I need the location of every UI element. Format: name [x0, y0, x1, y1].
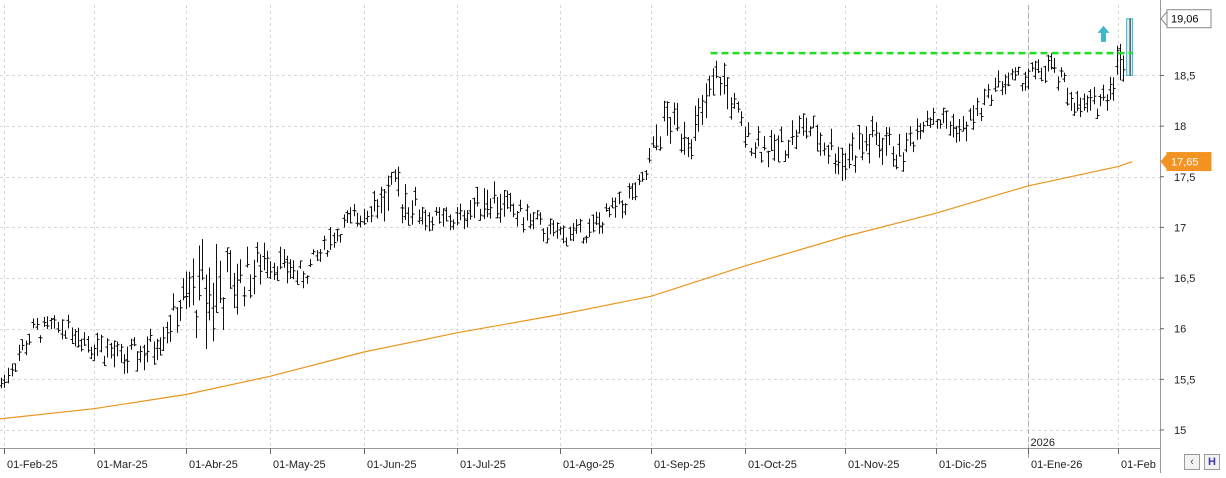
moving-average-line [0, 161, 1133, 420]
y-tick-label: 16,5 [1174, 273, 1195, 285]
last-price-label: 19,06 [1171, 14, 1199, 26]
breakout-arrow-up [1097, 25, 1110, 42]
ma-value-label-box [1166, 152, 1212, 172]
year-label: 2026 [1031, 437, 1055, 449]
scroll-right-button[interactable]: H [1204, 454, 1220, 470]
last-price-label-pointer [1160, 10, 1168, 28]
y-tick-label: 17,5 [1174, 172, 1195, 184]
ma-value-label-pointer [1160, 153, 1168, 170]
x-tick-label: 01-Feb-25 [7, 459, 58, 471]
x-tick-label: 01-Sep-25 [654, 459, 705, 471]
x-tick-label: 01-Ago-25 [563, 459, 614, 471]
x-tick-label: 01-Feb [1121, 459, 1156, 471]
x-tick-label: 01-Nov-25 [848, 459, 899, 471]
x-tick-label: 01-Ene-26 [1031, 459, 1082, 471]
y-tick-label: 15,5 [1174, 374, 1195, 386]
chevron-left-icon: ‹ [1190, 456, 1194, 468]
x-tick-label: 01-May-25 [273, 459, 326, 471]
x-tick-label: 01-Mar-25 [97, 459, 148, 471]
y-tick-label: 15 [1174, 425, 1186, 437]
x-tick-label: 01-Oct-25 [748, 459, 797, 471]
ma-value-label: 17,65 [1171, 157, 1199, 169]
x-tick-label: 01-Jun-25 [367, 459, 417, 471]
y-tick-label: 17 [1174, 222, 1186, 234]
last-price-label-box [1166, 9, 1212, 29]
x-tick-label: 01-Abr-25 [189, 459, 238, 471]
x-tick-label: 01-Dic-25 [939, 459, 987, 471]
y-tick-label: 16 [1174, 324, 1186, 336]
scroll-left-button[interactable]: ‹ [1184, 454, 1200, 470]
y-tick-label: 18 [1174, 121, 1186, 133]
y-tick-label: 18,5 [1174, 70, 1195, 82]
h-icon: H [1208, 456, 1216, 468]
x-tick-label: 01-Jul-25 [460, 459, 506, 471]
